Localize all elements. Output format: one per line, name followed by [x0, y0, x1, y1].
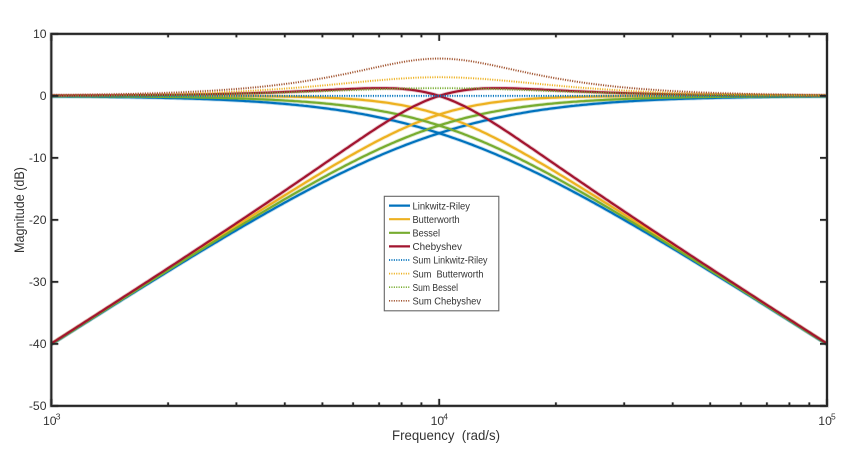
svg-text:Sum Linkwitz-Riley: Sum Linkwitz-Riley	[413, 255, 489, 267]
svg-text:4: 4	[443, 412, 448, 422]
svg-text:10: 10	[43, 414, 57, 428]
svg-text:-30: -30	[29, 275, 47, 289]
svg-text:Butterworth: Butterworth	[413, 214, 460, 226]
svg-text:-40: -40	[29, 337, 47, 351]
svg-text:Bessel: Bessel	[413, 228, 441, 240]
svg-text:Linkwitz-Riley: Linkwitz-Riley	[413, 200, 471, 212]
svg-text:Chebyshev: Chebyshev	[413, 241, 463, 253]
svg-text:10: 10	[33, 27, 47, 41]
svg-text:Sum Butterworth: Sum Butterworth	[413, 268, 484, 280]
svg-text:3: 3	[56, 412, 61, 422]
svg-text:5: 5	[831, 412, 836, 422]
svg-text:Frequency (rad/s): Frequency (rad/s)	[392, 428, 500, 443]
svg-text:10: 10	[818, 414, 832, 428]
svg-text:0: 0	[40, 89, 47, 103]
svg-text:-20: -20	[29, 213, 47, 227]
svg-text:10: 10	[431, 414, 445, 428]
svg-text:Sum Bessel: Sum Bessel	[413, 282, 459, 294]
svg-text:-10: -10	[29, 151, 47, 165]
svg-text:Sum Chebyshev: Sum Chebyshev	[413, 296, 482, 308]
svg-text:Magnitude (dB): Magnitude (dB)	[12, 167, 27, 253]
svg-text:-50: -50	[29, 399, 47, 413]
